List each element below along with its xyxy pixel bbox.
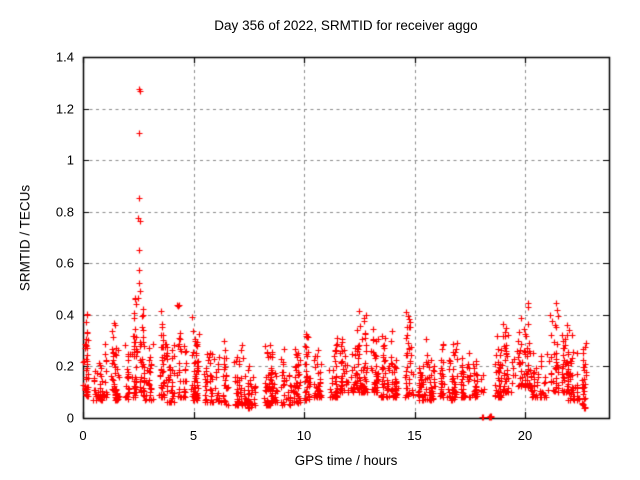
x-tick-label: 20	[517, 428, 533, 443]
y-tick-label: 1	[66, 152, 74, 168]
x-tick-label: 10	[296, 428, 312, 443]
x-tick-label: 0	[79, 428, 87, 443]
y-tick-label: 0.2	[55, 358, 74, 374]
x-tick-label: 5	[189, 428, 198, 443]
y-tick-label: 0.8	[55, 204, 74, 220]
x-tick-label: 15	[407, 428, 422, 443]
y-tick-label: 1.2	[55, 101, 74, 117]
y-axis-title: SRMTID / TECUs	[17, 184, 33, 292]
y-tick-label: 1.4	[55, 49, 74, 65]
y-tick-label: 0.4	[55, 307, 74, 323]
y-tick-label: 0.6	[55, 255, 74, 271]
chart-title: Day 356 of 2022, SRMTID for receiver agg…	[214, 18, 478, 33]
y-tick-label: 0	[66, 410, 74, 426]
x-axis-title: GPS time / hours	[294, 453, 398, 468]
